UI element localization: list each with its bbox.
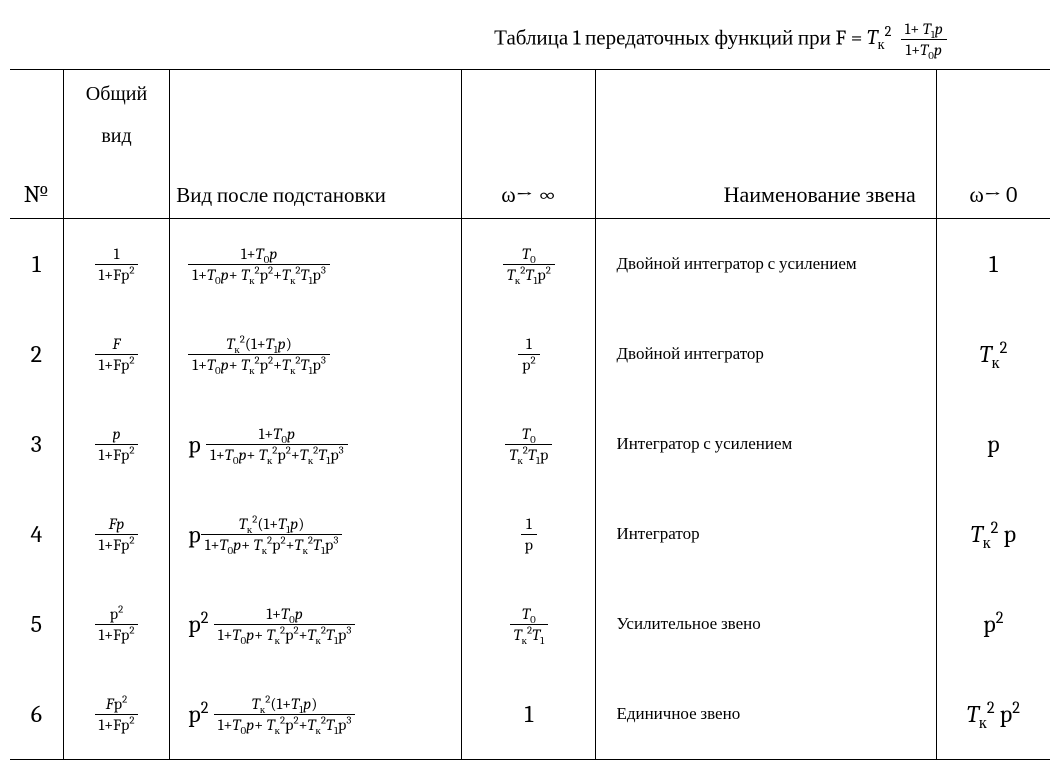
title-prefix: Таблица 1 передаточных функций при F =	[494, 26, 867, 50]
table-body: 111+Fp21+T0p1+T0p+ Tк2p2+Tк2T1p3T0Tк2T1p…	[10, 219, 1050, 760]
substituted-form: p2 Tк2(1+T1p)1+T0p+ Tк2p2+Tк2T1p3	[170, 669, 462, 760]
hdr-general: Общий вид	[63, 70, 170, 219]
table-title: Таблица 1 передаточных функций при F = T…	[10, 20, 1051, 59]
table-row: 3p1+Fp2p 1+T0p1+T0p+ Tк2p2+Tк2T1p3T0Tк2T…	[10, 399, 1050, 489]
limit-zero: Tк2 p	[936, 489, 1050, 579]
limit-inf: T0Tк2T1p	[462, 399, 596, 489]
limit-zero: 1	[936, 219, 1050, 310]
hdr-omega-inf: ω→ ∞	[462, 70, 596, 219]
table-row: 5p21+Fp2p2 1+T0p1+T0p+ Tк2p2+Tк2T1p3T0Tк…	[10, 579, 1050, 669]
limit-inf: T0Tк2T1p2	[462, 219, 596, 310]
limit-inf: 1p	[462, 489, 596, 579]
table-row: 111+Fp21+T0p1+T0p+ Tк2p2+Tк2T1p3T0Tк2T1p…	[10, 219, 1050, 310]
hdr-number: №	[10, 70, 63, 219]
general-form: Fp1+Fp2	[63, 489, 170, 579]
general-form: Fp21+Fp2	[63, 669, 170, 760]
row-number: 2	[10, 309, 63, 399]
row-number: 5	[10, 579, 63, 669]
title-lead: Tк2	[867, 26, 896, 50]
substituted-form: Tк2(1+T1p)1+T0p+ Tк2p2+Tк2T1p3	[170, 309, 462, 399]
table-row: 4Fp1+Fp2pTк2(1+T1p)1+T0p+ Tк2p2+Tк2T1p31…	[10, 489, 1050, 579]
row-number: 6	[10, 669, 63, 760]
link-name: Интегратор	[596, 489, 936, 579]
limit-zero: Tк2	[936, 309, 1050, 399]
general-form: F1+Fp2	[63, 309, 170, 399]
link-name: Усилительное звено	[596, 579, 936, 669]
general-form: 11+Fp2	[63, 219, 170, 310]
limit-inf: 1p2	[462, 309, 596, 399]
substituted-form: 1+T0p1+T0p+ Tк2p2+Tк2T1p3	[170, 219, 462, 310]
substituted-form: pTк2(1+T1p)1+T0p+ Tк2p2+Tк2T1p3	[170, 489, 462, 579]
limit-zero: p	[936, 399, 1050, 489]
hdr-omega-zero: ω→ 0	[936, 70, 1050, 219]
title-formula: Tк2 1+ T1p 1+T0p	[867, 20, 947, 59]
hdr-substituted: Вид после подстановки	[170, 70, 462, 219]
link-name: Единичное звено	[596, 669, 936, 760]
link-name: Интегратор с усилением	[596, 399, 936, 489]
limit-zero: p2	[936, 579, 1050, 669]
transfer-function-table: № Общий вид Вид после подстановки ω→ ∞ Н…	[10, 69, 1050, 760]
row-number: 3	[10, 399, 63, 489]
link-name: Двойной интегратор с усилением	[596, 219, 936, 310]
link-name: Двойной интегратор	[596, 309, 936, 399]
limit-zero: Tк2 p2	[936, 669, 1050, 760]
general-form: p1+Fp2	[63, 399, 170, 489]
substituted-form: p 1+T0p1+T0p+ Tк2p2+Tк2T1p3	[170, 399, 462, 489]
general-form: p21+Fp2	[63, 579, 170, 669]
limit-inf: T0Tк2T1	[462, 579, 596, 669]
substituted-form: p2 1+T0p1+T0p+ Tк2p2+Tк2T1p3	[170, 579, 462, 669]
row-number: 4	[10, 489, 63, 579]
row-number: 1	[10, 219, 63, 310]
title-fraction: 1+ T1p 1+T0p	[901, 20, 947, 59]
header-row: № Общий вид Вид после подстановки ω→ ∞ Н…	[10, 70, 1050, 219]
table-row: 6Fp21+Fp2p2 Tк2(1+T1p)1+T0p+ Tк2p2+Tк2T1…	[10, 669, 1050, 760]
table-row: 2F1+Fp2Tк2(1+T1p)1+T0p+ Tк2p2+Tк2T1p31p2…	[10, 309, 1050, 399]
limit-inf: 1	[462, 669, 596, 760]
hdr-name: Наименование звена	[596, 70, 936, 219]
